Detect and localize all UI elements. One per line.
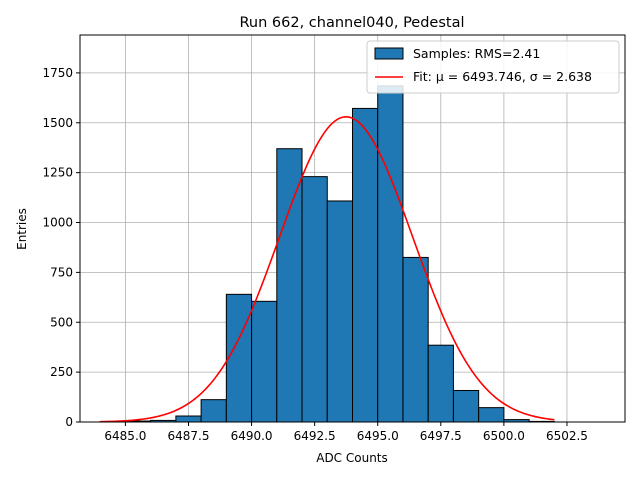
y-tick-label: 750 [50, 265, 73, 279]
y-tick-label: 500 [50, 315, 73, 329]
histogram-bar [352, 107, 379, 423]
histogram-bar [301, 176, 328, 423]
x-tick-label: 6500.0 [483, 429, 525, 443]
y-tick-label: 0 [65, 415, 73, 429]
histogram-bar [200, 399, 227, 423]
x-tick-label: 6497.5 [420, 429, 462, 443]
x-axis-ticks: 6485.0 6487.5 6490.0 6492.5 6495.0 6497.5 6500… [104, 422, 588, 443]
histogram-bar [175, 415, 202, 423]
legend-fit-label: Fit: μ = 6493.746, σ = 2.638 [413, 69, 592, 84]
histogram-bar [276, 148, 303, 423]
chart-title: Run 662, channel040, Pedestal [239, 15, 464, 31]
y-tick-label: 1250 [42, 166, 73, 180]
x-tick-label: 6502.5 [546, 429, 588, 443]
y-tick-label: 1500 [42, 116, 73, 130]
plot-frame [79, 34, 626, 423]
legend-histogram-swatch [374, 47, 404, 60]
y-tick-label: 1000 [42, 216, 73, 230]
histogram-bar [452, 389, 480, 423]
y-tick-label: 250 [50, 365, 73, 379]
histogram-bars [99, 85, 555, 423]
histogram-bar [251, 300, 278, 423]
y-tick-label: 1750 [42, 66, 73, 80]
histogram-bar [326, 200, 354, 423]
x-tick-label: 6485.0 [104, 429, 146, 443]
y-axis-label: Entries [15, 208, 29, 250]
x-axis-label: ADC Counts [316, 451, 388, 465]
x-tick-label: 6492.5 [294, 429, 336, 443]
histogram-bar [402, 256, 429, 423]
x-tick-label: 6487.5 [167, 429, 209, 443]
x-tick-label: 6490.0 [231, 429, 273, 443]
histogram-bar [478, 407, 505, 423]
legend: Samples: RMS=2.41 Fit: μ = 6493.746, σ =… [366, 40, 620, 94]
fit-curve [100, 115, 555, 423]
histogram-bar [427, 344, 454, 423]
histogram-bar [377, 85, 404, 423]
legend-frame [366, 40, 620, 94]
y-axis-ticks: 0 250 500 750 1000 1250 1500 1750 [42, 66, 80, 429]
legend-histogram-label: Samples: RMS=2.41 [413, 46, 540, 61]
histogram-bar [225, 293, 253, 423]
x-tick-label: 6495.0 [357, 429, 399, 443]
